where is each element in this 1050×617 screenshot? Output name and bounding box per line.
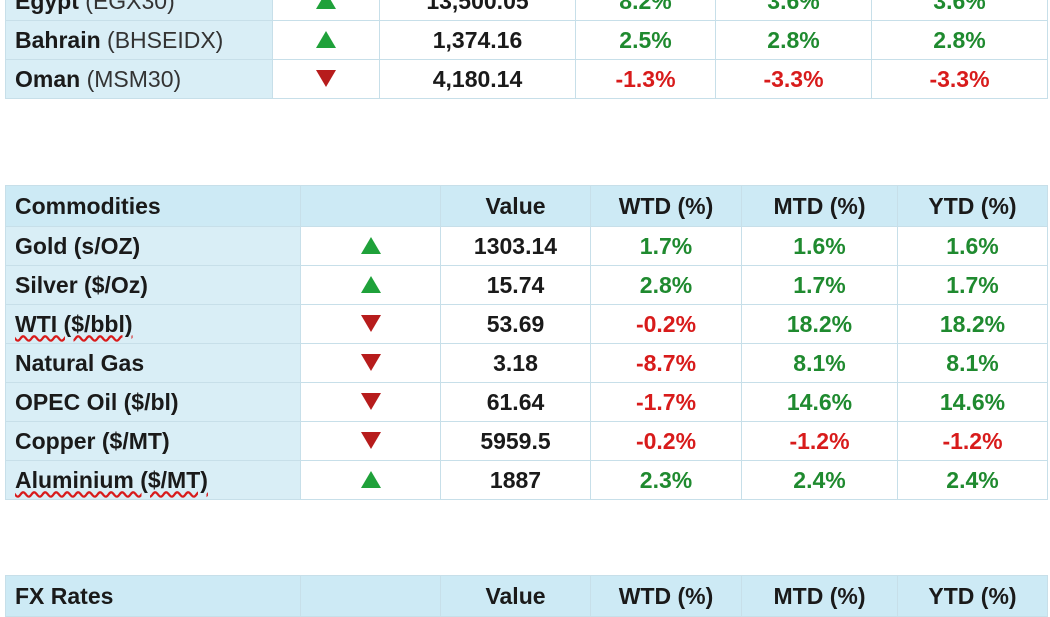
ytd-cell: -1.2% <box>897 421 1048 461</box>
arrow-up-icon <box>360 275 381 293</box>
value-cell: 13,500.05 <box>379 0 576 21</box>
arrow-up-icon <box>316 0 336 9</box>
mtd-cell: -3.3% <box>715 59 872 99</box>
ytd-cell: 14.6% <box>897 382 1048 422</box>
table-row: Silver ($/Oz) 15.74 2.8% 1.7% 1.7% <box>5 265 1048 305</box>
arrow-down-icon <box>360 431 381 449</box>
wtd-cell: 2.3% <box>590 460 742 500</box>
column-header-value: Value <box>440 575 591 617</box>
direction-cell <box>300 343 441 383</box>
indices-table: Egypt (EGX30) 13,500.05 8.2% 3.6% 3.6% B… <box>5 0 1048 99</box>
column-header-direction <box>300 185 441 227</box>
index-name-cell: Bahrain (BHSEIDX) <box>5 20 273 60</box>
mtd-cell: 2.8% <box>715 20 872 60</box>
direction-cell <box>272 0 380 21</box>
arrow-down-icon <box>360 353 381 371</box>
value-cell: 4,180.14 <box>379 59 576 99</box>
commodity-name-cell: Aluminium ($/MT) <box>5 460 301 500</box>
table-row: OPEC Oil ($/bl) 61.64 -1.7% 14.6% 14.6% <box>5 382 1048 422</box>
table-header-row: FX Rates Value WTD (%) MTD (%) YTD (%) <box>5 575 1048 617</box>
arrow-down-icon <box>360 392 381 410</box>
commodity-name-cell: Copper ($/MT) <box>5 421 301 461</box>
ytd-cell: 18.2% <box>897 304 1048 344</box>
mtd-cell: 8.1% <box>741 343 898 383</box>
column-header-direction <box>300 575 441 617</box>
fx-rates-table: FX Rates Value WTD (%) MTD (%) YTD (%) <box>5 575 1048 617</box>
table-row: Bahrain (BHSEIDX) 1,374.16 2.5% 2.8% 2.8… <box>5 20 1048 60</box>
ytd-cell: 1.6% <box>897 226 1048 266</box>
direction-cell <box>272 20 380 60</box>
table-header-row: Commodities Value WTD (%) MTD (%) YTD (%… <box>5 185 1048 227</box>
column-header-ytd: YTD (%) <box>897 575 1048 617</box>
wtd-cell: -0.2% <box>590 304 742 344</box>
column-header-wtd: WTD (%) <box>590 185 742 227</box>
mtd-cell: 2.4% <box>741 460 898 500</box>
value-cell: 1,374.16 <box>379 20 576 60</box>
direction-cell <box>300 265 441 305</box>
column-header-name: Commodities <box>5 185 301 227</box>
table-row: Egypt (EGX30) 13,500.05 8.2% 3.6% 3.6% <box>5 0 1048 21</box>
mtd-cell: -1.2% <box>741 421 898 461</box>
index-name-cell: Oman (MSM30) <box>5 59 273 99</box>
column-header-mtd: MTD (%) <box>741 185 898 227</box>
ytd-cell: 2.4% <box>897 460 1048 500</box>
commodity-name-cell: Natural Gas <box>5 343 301 383</box>
value-cell: 3.18 <box>440 343 591 383</box>
wtd-cell: 2.5% <box>575 20 716 60</box>
column-header-value: Value <box>440 185 591 227</box>
column-header-wtd: WTD (%) <box>590 575 742 617</box>
commodity-name-cell: Gold (s/OZ) <box>5 226 301 266</box>
ytd-cell: -3.3% <box>871 59 1048 99</box>
mtd-cell: 18.2% <box>741 304 898 344</box>
ytd-cell: 1.7% <box>897 265 1048 305</box>
wtd-cell: -1.7% <box>590 382 742 422</box>
direction-cell <box>300 226 441 266</box>
commodity-name-cell: OPEC Oil ($/bl) <box>5 382 301 422</box>
table-row: Copper ($/MT) 5959.5 -0.2% -1.2% -1.2% <box>5 421 1048 461</box>
arrow-up-icon <box>316 30 336 48</box>
direction-cell <box>300 460 441 500</box>
value-cell: 15.74 <box>440 265 591 305</box>
wtd-cell: -0.2% <box>590 421 742 461</box>
table-row: Natural Gas 3.18 -8.7% 8.1% 8.1% <box>5 343 1048 383</box>
table-row: Oman (MSM30) 4,180.14 -1.3% -3.3% -3.3% <box>5 59 1048 99</box>
ytd-cell: 8.1% <box>897 343 1048 383</box>
wtd-cell: 1.7% <box>590 226 742 266</box>
wtd-cell: -8.7% <box>590 343 742 383</box>
column-header-ytd: YTD (%) <box>897 185 1048 227</box>
commodity-name-cell: WTI ($/bbl) <box>5 304 301 344</box>
value-cell: 53.69 <box>440 304 591 344</box>
commodities-table: Commodities Value WTD (%) MTD (%) YTD (%… <box>5 185 1048 500</box>
direction-cell <box>300 421 441 461</box>
direction-cell <box>300 304 441 344</box>
arrow-up-icon <box>360 236 381 254</box>
value-cell: 5959.5 <box>440 421 591 461</box>
table-row: Gold (s/OZ) 1303.14 1.7% 1.6% 1.6% <box>5 226 1048 266</box>
ytd-cell: 2.8% <box>871 20 1048 60</box>
value-cell: 1887 <box>440 460 591 500</box>
arrow-down-icon <box>316 69 336 87</box>
ytd-cell: 3.6% <box>871 0 1048 21</box>
mtd-cell: 1.7% <box>741 265 898 305</box>
wtd-cell: 8.2% <box>575 0 716 21</box>
direction-cell <box>272 59 380 99</box>
arrow-down-icon <box>360 314 381 332</box>
mtd-cell: 3.6% <box>715 0 872 21</box>
mtd-cell: 1.6% <box>741 226 898 266</box>
value-cell: 61.64 <box>440 382 591 422</box>
wtd-cell: -1.3% <box>575 59 716 99</box>
arrow-up-icon <box>360 470 381 488</box>
direction-cell <box>300 382 441 422</box>
value-cell: 1303.14 <box>440 226 591 266</box>
column-header-name: FX Rates <box>5 575 301 617</box>
wtd-cell: 2.8% <box>590 265 742 305</box>
column-header-mtd: MTD (%) <box>741 575 898 617</box>
mtd-cell: 14.6% <box>741 382 898 422</box>
table-row: WTI ($/bbl) 53.69 -0.2% 18.2% 18.2% <box>5 304 1048 344</box>
commodity-name-cell: Silver ($/Oz) <box>5 265 301 305</box>
index-name-cell: Egypt (EGX30) <box>5 0 273 21</box>
table-row: Aluminium ($/MT) 1887 2.3% 2.4% 2.4% <box>5 460 1048 500</box>
